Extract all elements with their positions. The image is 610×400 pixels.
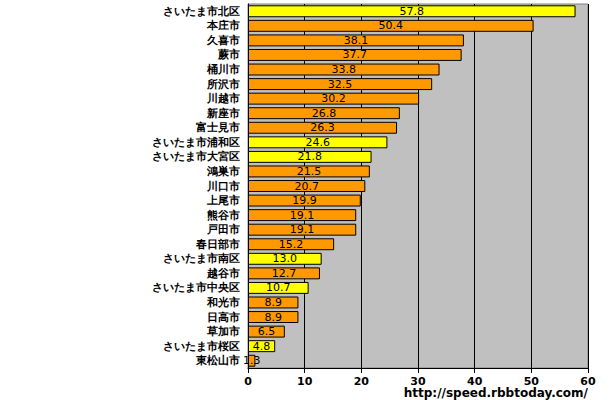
svg-text:鴻巣市: 鴻巣市 [206,165,240,178]
svg-text:37.7: 37.7 [343,48,368,61]
svg-text:26.3: 26.3 [310,121,335,134]
svg-text:新座市: 新座市 [206,107,240,120]
svg-text:20: 20 [354,375,370,388]
svg-text:上尾市: 上尾市 [206,194,240,207]
svg-text:さいたま市桜区: さいたま市桜区 [163,340,240,353]
svg-text:8.9: 8.9 [264,296,282,309]
svg-text:15.2: 15.2 [279,238,304,251]
svg-text:30: 30 [410,375,426,388]
svg-text:久喜市: 久喜市 [206,34,240,47]
svg-text:さいたま市浦和区: さいたま市浦和区 [152,136,240,149]
svg-text:本庄市: 本庄市 [206,19,240,32]
svg-text:日高市: 日高市 [207,311,240,324]
svg-text:0: 0 [244,375,252,388]
svg-text:10: 10 [297,375,313,388]
svg-text:19.9: 19.9 [292,194,317,207]
svg-text:東松山市: 東松山市 [195,354,240,367]
svg-text:60: 60 [580,375,596,388]
svg-text:19.1: 19.1 [290,223,315,236]
svg-text:13.0: 13.0 [273,252,298,265]
svg-text:4.8: 4.8 [253,340,271,353]
svg-text:さいたま市大宮区: さいたま市大宮区 [152,150,240,163]
svg-text:6.5: 6.5 [258,325,276,338]
svg-text:春日部市: 春日部市 [195,238,240,251]
svg-text:21.5: 21.5 [297,165,322,178]
svg-text:所沢市: 所沢市 [206,78,240,91]
svg-text:40: 40 [467,375,483,388]
svg-text:38.1: 38.1 [344,34,369,47]
svg-text:http://speed.rbbtoday.com/: http://speed.rbbtoday.com/ [404,386,589,400]
svg-text:32.5: 32.5 [328,78,353,91]
svg-text:10.7: 10.7 [266,281,291,294]
svg-text:19.1: 19.1 [290,209,315,222]
svg-text:越谷市: 越谷市 [206,267,240,280]
svg-text:さいたま市中央区: さいたま市中央区 [152,281,240,294]
svg-text:57.8: 57.8 [400,5,425,18]
svg-text:戸田市: 戸田市 [206,223,240,236]
svg-text:33.8: 33.8 [332,63,357,76]
svg-text:24.6: 24.6 [305,136,330,149]
svg-text:50.4: 50.4 [379,19,404,32]
svg-text:50: 50 [524,375,540,388]
svg-text:川口市: 川口市 [206,180,240,193]
svg-text:さいたま市北区: さいたま市北区 [163,5,240,18]
svg-text:和光市: 和光市 [206,296,240,309]
svg-text:12.7: 12.7 [272,267,297,280]
svg-text:30.2: 30.2 [321,92,346,105]
svg-text:20.7: 20.7 [294,180,319,193]
svg-text:26.8: 26.8 [312,107,337,120]
svg-text:21.8: 21.8 [298,150,323,163]
svg-text:8.9: 8.9 [264,311,282,324]
svg-text:草加市: 草加市 [206,325,240,338]
svg-text:さいたま市南区: さいたま市南区 [163,252,240,265]
svg-text:蕨市: 蕨市 [217,48,240,61]
svg-text:川越市: 川越市 [206,92,240,105]
svg-text:熊谷市: 熊谷市 [207,209,240,222]
svg-text:富士見市: 富士見市 [196,121,240,134]
svg-text:桶川市: 桶川市 [206,63,240,76]
svg-text:1.3: 1.3 [243,354,260,367]
